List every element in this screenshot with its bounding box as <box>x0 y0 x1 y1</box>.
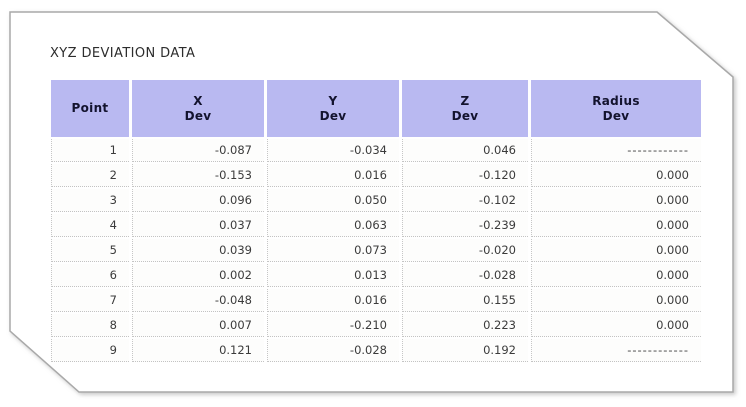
cell-radius-dev: 0.000 <box>531 289 701 312</box>
cell-y-dev: -0.210 <box>267 314 399 337</box>
cell-y-dev: 0.016 <box>267 289 399 312</box>
cell-radius-dev: 0.000 <box>531 164 701 187</box>
header-radius-label: Radius <box>592 93 640 108</box>
cell-y-dev: 0.013 <box>267 264 399 287</box>
table-header: Point X Dev Y Dev Z Dev <box>51 80 701 137</box>
cell-y-dev: 0.073 <box>267 239 399 262</box>
header-point-label: Point <box>71 101 109 115</box>
cell-y-dev: 0.016 <box>267 164 399 187</box>
header-z-label: Z <box>460 93 470 108</box>
header-x-dev: X Dev <box>132 80 264 137</box>
table-row: 9 0.121 -0.028 0.192 ------------ <box>51 339 701 362</box>
cell-radius-dev: 0.000 <box>531 214 701 237</box>
table-row: 1 -0.087 -0.034 0.046 ------------ <box>51 139 701 162</box>
cell-radius-dev: ------------ <box>531 339 701 362</box>
header-y-sublabel: Dev <box>319 108 347 123</box>
table-row: 2 -0.153 0.016 -0.120 0.000 <box>51 164 701 187</box>
cell-z-dev: 0.046 <box>402 139 528 162</box>
table-row: 5 0.039 0.073 -0.020 0.000 <box>51 239 701 262</box>
table-row: 4 0.037 0.063 -0.239 0.000 <box>51 214 701 237</box>
table-row: 3 0.096 0.050 -0.102 0.000 <box>51 189 701 212</box>
cell-x-dev: -0.087 <box>132 139 264 162</box>
cell-point: 4 <box>51 214 129 237</box>
cell-x-dev: 0.037 <box>132 214 264 237</box>
cell-radius-dev: ------------ <box>531 139 701 162</box>
cell-z-dev: -0.239 <box>402 214 528 237</box>
header-x-sublabel: Dev <box>184 108 212 123</box>
cell-radius-dev: 0.000 <box>531 189 701 212</box>
cell-point: 3 <box>51 189 129 212</box>
cell-x-dev: 0.007 <box>132 314 264 337</box>
table-row: 8 0.007 -0.210 0.223 0.000 <box>51 314 701 337</box>
cell-z-dev: 0.223 <box>402 314 528 337</box>
header-radius-sublabel: Dev <box>602 108 630 123</box>
cell-z-dev: -0.028 <box>402 264 528 287</box>
header-y-dev: Y Dev <box>267 80 399 137</box>
header-x-label: X <box>193 93 203 108</box>
cell-z-dev: 0.192 <box>402 339 528 362</box>
cell-x-dev: 0.039 <box>132 239 264 262</box>
cell-z-dev: -0.020 <box>402 239 528 262</box>
cell-x-dev: -0.153 <box>132 164 264 187</box>
cell-radius-dev: 0.000 <box>531 314 701 337</box>
header-z-sublabel: Dev <box>451 108 479 123</box>
cell-z-dev: -0.102 <box>402 189 528 212</box>
header-row: Point X Dev Y Dev Z Dev <box>51 80 701 137</box>
cell-radius-dev: 0.000 <box>531 239 701 262</box>
cell-point: 2 <box>51 164 129 187</box>
deviation-table: Point X Dev Y Dev Z Dev <box>48 78 704 364</box>
cell-point: 7 <box>51 289 129 312</box>
header-radius-dev: Radius Dev <box>531 80 701 137</box>
cell-z-dev: 0.155 <box>402 289 528 312</box>
cell-point: 1 <box>51 139 129 162</box>
cell-x-dev: 0.121 <box>132 339 264 362</box>
page-title: XYZ DEVIATION DATA <box>50 46 196 61</box>
cell-y-dev: 0.063 <box>267 214 399 237</box>
cell-x-dev: 0.096 <box>132 189 264 212</box>
cell-point: 6 <box>51 264 129 287</box>
header-point: Point <box>51 80 129 137</box>
cell-y-dev: -0.034 <box>267 139 399 162</box>
table-row: 6 0.002 0.013 -0.028 0.000 <box>51 264 701 287</box>
cell-point: 9 <box>51 339 129 362</box>
header-z-dev: Z Dev <box>402 80 528 137</box>
cell-y-dev: 0.050 <box>267 189 399 212</box>
cell-radius-dev: 0.000 <box>531 264 701 287</box>
cell-z-dev: -0.120 <box>402 164 528 187</box>
cell-point: 5 <box>51 239 129 262</box>
cell-y-dev: -0.028 <box>267 339 399 362</box>
cell-x-dev: 0.002 <box>132 264 264 287</box>
cell-point: 8 <box>51 314 129 337</box>
header-y-label: Y <box>328 93 338 108</box>
table-body: 1 -0.087 -0.034 0.046 ------------ 2 -0.… <box>51 139 701 362</box>
cell-x-dev: -0.048 <box>132 289 264 312</box>
table-row: 7 -0.048 0.016 0.155 0.000 <box>51 289 701 312</box>
